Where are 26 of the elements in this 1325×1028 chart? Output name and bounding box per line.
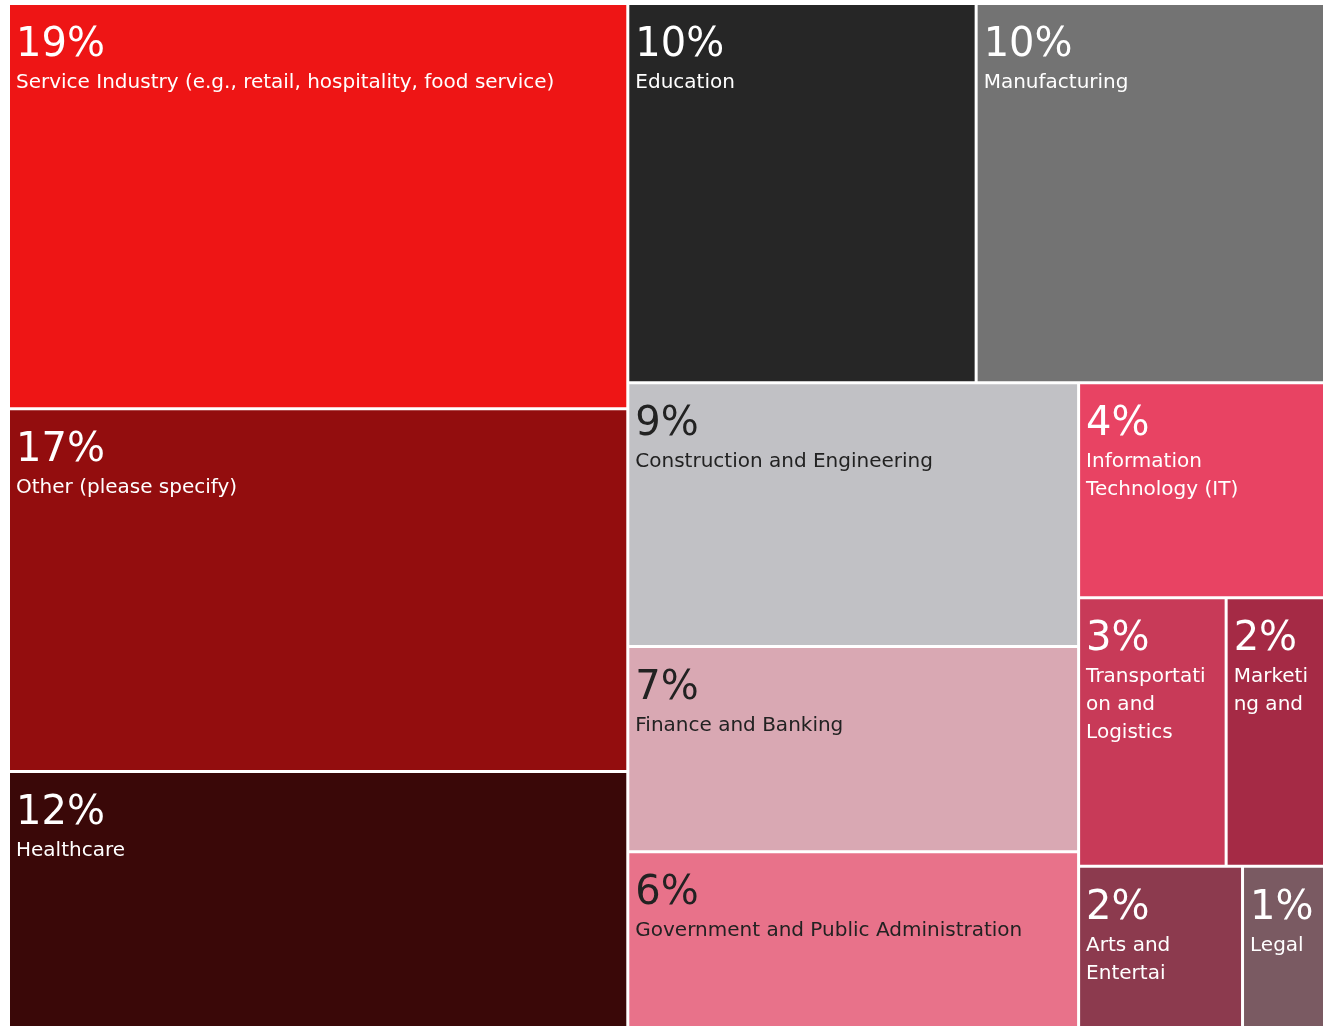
category-label: Information Technology (IT) xyxy=(1085,448,1239,501)
data-label: 12% xyxy=(16,787,105,833)
category-label: Healthcare xyxy=(16,837,126,861)
data-label: 10% xyxy=(635,19,725,65)
data-label: 7% xyxy=(635,662,699,709)
data-label: 4% xyxy=(1086,398,1150,445)
data-label: 6% xyxy=(635,867,699,914)
data-label: 1% xyxy=(1250,881,1314,928)
category-label: Arts and Entertai xyxy=(1086,931,1171,984)
data-label: 17% xyxy=(16,424,105,471)
category-label: Construction and Engineering xyxy=(635,448,933,473)
category-label: Service Industry (e.g., retail, hospitality, food service) xyxy=(16,69,555,93)
data-label: 9% xyxy=(635,398,699,445)
category-label: Manufacturing xyxy=(983,69,1129,93)
data-label: 3% xyxy=(1086,613,1150,660)
category-label: Marketing and xyxy=(1233,663,1308,716)
category-label: Other (please specify) xyxy=(16,474,238,499)
category-label: Education xyxy=(635,69,735,93)
category-label: Legal xyxy=(1250,931,1304,956)
category-label: Finance and Banking xyxy=(635,712,844,737)
data-label: 10% xyxy=(983,19,1073,65)
data-label: 19% xyxy=(16,19,105,65)
data-label: 2% xyxy=(1233,613,1298,660)
data-label: 2% xyxy=(1086,881,1150,928)
category-label: Government and Public Administration xyxy=(635,917,1023,942)
category-label: Transportation and Logistics xyxy=(1085,663,1206,744)
